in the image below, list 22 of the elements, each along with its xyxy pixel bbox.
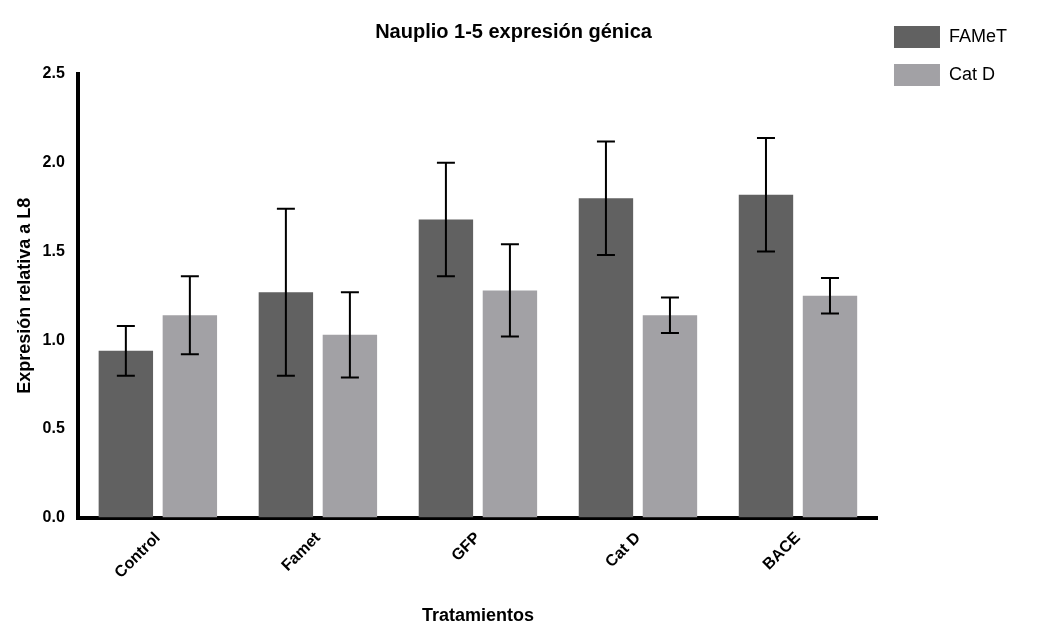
- y-tick-label: 1.5: [42, 241, 65, 259]
- bar: [418, 219, 474, 518]
- y-tick-label: 0.0: [42, 508, 65, 526]
- x-tick-label: Cat D: [601, 528, 644, 571]
- y-tick-label: 2.0: [42, 153, 65, 171]
- y-tick-label: 2.5: [42, 64, 65, 82]
- bar: [258, 292, 314, 518]
- x-axis-title: Tratamientos: [421, 605, 534, 626]
- bar: [98, 350, 154, 518]
- y-tick-label: 0.5: [42, 419, 65, 437]
- y-tick-label: 1.0: [42, 330, 65, 348]
- bar: [738, 194, 794, 518]
- bar: [578, 198, 634, 518]
- bar: [642, 315, 698, 518]
- chart-title: Nauplio 1-5 expresión génica: [375, 19, 653, 42]
- legend-label: FAMeT: [948, 25, 1008, 46]
- bar: [162, 315, 218, 518]
- bar: [322, 334, 378, 518]
- legend-label: Cat D: [948, 63, 996, 84]
- bar: [482, 290, 538, 518]
- y-axis-title: Expresión relativa a L8: [13, 197, 34, 394]
- bar: [802, 295, 858, 518]
